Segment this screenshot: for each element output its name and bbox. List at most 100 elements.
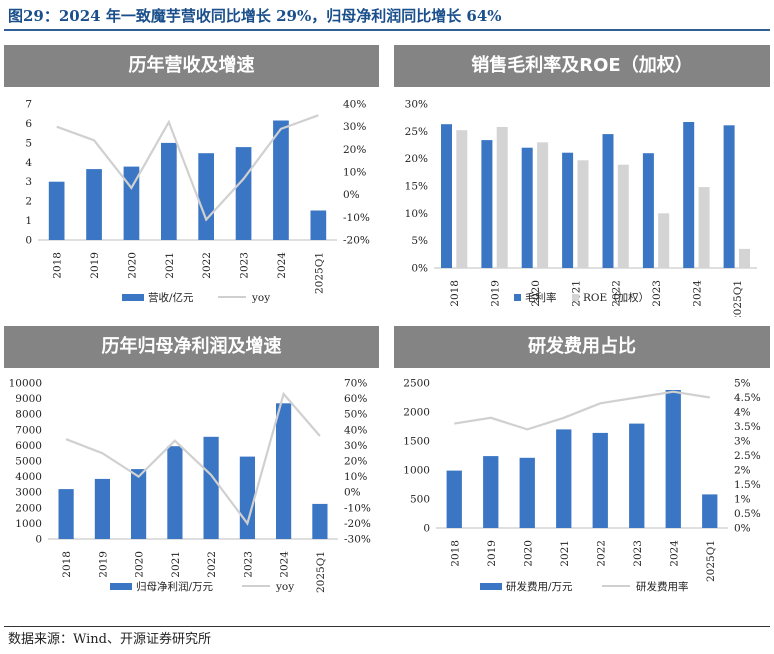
bar	[521, 147, 533, 268]
x-tick-label: 2021	[559, 540, 571, 567]
x-tick-label: 2022	[201, 252, 213, 279]
y2-tick-label: -20%	[343, 235, 370, 247]
series-line	[454, 390, 710, 431]
x-tick-label: 2024	[276, 252, 288, 279]
y-tick-label: 2500	[403, 378, 430, 390]
x-tick-label: 2021	[570, 280, 582, 307]
rd-expense-chart: 0 500 1000 1500 2000 2500 0% 0.5% 1% 1.5% 2% 2.5% 3%…	[403, 378, 761, 594]
y2-tick-label: 0.5%	[734, 508, 761, 520]
margin-roe-panel: 销售毛利率及ROE（加权） 0% 5% 10% 15% 20% 25% 30% 2018 201…	[394, 45, 770, 317]
y-tick-label: 7	[25, 99, 32, 111]
source-rule	[4, 626, 770, 627]
bar	[592, 432, 608, 528]
x-tick-label: 2025Q1	[705, 540, 717, 582]
bar	[131, 469, 147, 539]
bar	[94, 478, 110, 539]
y-tick-label: 7000	[15, 424, 42, 436]
x-tick-label: 2022	[595, 540, 607, 567]
x-tick-label: 2018	[449, 280, 461, 307]
x-tick-label: 2025Q1	[313, 252, 325, 294]
y-tick-label: 10%	[405, 208, 428, 220]
y2-tick-label: 40%	[344, 424, 367, 436]
x-tick-label: 2021	[170, 551, 182, 578]
y2-tick-label: 20%	[344, 456, 367, 468]
legend-swatch	[110, 583, 132, 590]
bar	[617, 164, 629, 268]
x-tick-label: 2022	[206, 551, 218, 578]
bar	[519, 457, 535, 528]
y-tick-label: 0	[423, 523, 430, 535]
bar	[481, 140, 493, 268]
bar	[446, 470, 462, 528]
net-profit-panel-title: 历年归母净利润及增速	[4, 326, 379, 368]
bar	[441, 124, 452, 268]
bar	[629, 423, 645, 528]
y2-tick-label: -10%	[343, 212, 370, 224]
y2-tick-label: 1.5%	[734, 479, 761, 491]
y-tick-label: 10000	[9, 378, 42, 390]
rd-expense-panel: 研发费用占比 0 500 1000 1500 2000 2500 0% 0.5% 1% 1.5% 2…	[394, 326, 770, 618]
x-tick-label: 2020	[522, 540, 534, 567]
y2-tick-label: -10%	[344, 502, 371, 514]
bar	[562, 152, 574, 268]
x-tick-label: 2023	[651, 280, 663, 307]
bar	[235, 147, 252, 240]
y2-tick-label: 70%	[344, 378, 367, 390]
y-tick-label: 1000	[403, 465, 430, 477]
legend-label: 研发费用/万元	[506, 580, 573, 593]
y2-tick-label: 20%	[343, 144, 366, 156]
legend-label: 研发费用率	[636, 580, 689, 593]
legend-label: ROE（加权）	[583, 291, 649, 304]
y2-tick-label: 60%	[344, 393, 367, 405]
y2-tick-label: 2%	[734, 465, 751, 477]
net-profit-panel: 历年归母净利润及增速 0 1000 2000 3000 4000 5000 6000 7000…	[4, 326, 379, 618]
title-rule	[4, 29, 770, 31]
bar	[496, 127, 508, 268]
y-tick-label: 2000	[403, 407, 430, 419]
x-tick-label: 2019	[89, 252, 101, 279]
y-tick-label: 20%	[405, 153, 428, 165]
x-tick-label: 2024	[668, 540, 680, 567]
y2-tick-label: 30%	[344, 440, 367, 452]
series-line	[65, 391, 321, 526]
y-tick-label: 500	[410, 494, 430, 506]
bar	[58, 489, 74, 539]
bar	[723, 125, 735, 268]
y-tick-label: 3000	[15, 487, 42, 499]
x-tick-label: 2023	[242, 551, 254, 578]
x-tick-label: 2019	[490, 280, 502, 307]
y-tick-label: 4000	[15, 471, 42, 483]
y-tick-label: 4	[25, 157, 32, 169]
y-tick-label: 2	[25, 196, 32, 208]
bar	[167, 446, 183, 539]
bar	[683, 122, 695, 268]
y2-tick-label: 1%	[734, 494, 751, 506]
bar	[702, 494, 718, 528]
legend-swatch	[572, 294, 579, 301]
legend-label: yoy	[251, 292, 270, 304]
x-tick-label: 2022	[611, 280, 623, 307]
bar	[203, 436, 219, 539]
x-tick-label: 2025Q1	[732, 280, 744, 317]
y-tick-label: 6000	[15, 440, 42, 452]
bar	[483, 456, 499, 528]
legend-swatch	[514, 294, 521, 301]
revenue-chart: 0 1 2 3 4 5 6 7 -20% -10% 0% 10% 20% 30% 40% 2018 2019 20…	[25, 99, 370, 305]
y2-tick-label: 40%	[343, 99, 366, 111]
y-tick-label: 0	[35, 534, 42, 546]
y2-tick-label: 4.5%	[734, 392, 761, 404]
bar	[48, 181, 65, 240]
legend-label: 营收/亿元	[148, 291, 194, 304]
x-tick-label: 2018	[61, 551, 73, 578]
x-tick-label: 2021	[164, 252, 176, 279]
bar	[276, 403, 292, 539]
y-tick-label: 5	[25, 137, 32, 149]
x-tick-label: 2020	[126, 252, 138, 279]
y2-tick-label: -20%	[344, 518, 371, 530]
y-tick-label: 25%	[405, 126, 428, 138]
figure-title: 图29：2024 年一致魔芋营收同比增长 29%，归母净利润同比增长 64%	[8, 7, 502, 25]
bar	[698, 187, 710, 268]
bar	[577, 160, 589, 268]
bar	[86, 169, 102, 240]
bar	[556, 429, 572, 528]
